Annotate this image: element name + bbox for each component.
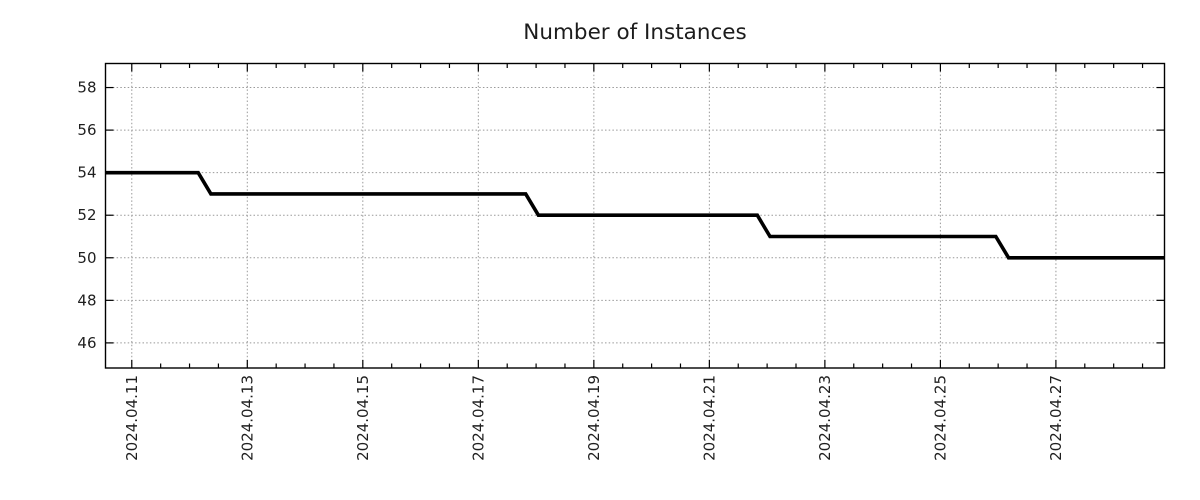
x-tick-label: 2024.04.15	[354, 375, 372, 461]
x-tick-label: 2024.04.19	[585, 375, 603, 461]
x-tick-label: 2024.04.11	[123, 375, 141, 461]
x-tick-label: 2024.04.21	[700, 375, 718, 461]
plot-border-layer	[104, 62, 1166, 369]
y-tick-label: 58	[77, 79, 96, 97]
series-layer	[105, 170, 1165, 260]
chart-title: Number of Instances	[523, 20, 746, 45]
y-tick-label: 56	[77, 121, 96, 139]
y-tick-label: 48	[77, 291, 96, 309]
x-tick-label: 2024.04.17	[469, 375, 487, 461]
x-tick-label: 2024.04.27	[1047, 375, 1065, 461]
y-tick-label: 54	[77, 164, 96, 182]
y-tick-label: 46	[77, 334, 96, 352]
x-tick-label: 2024.04.13	[238, 375, 256, 461]
x-tick-label: 2024.04.25	[931, 375, 949, 461]
y-tick-label: 52	[77, 206, 96, 224]
axis-label-layer: 46 48 50 52 54 56 58 2024.04.11 2024.04.13 2024.0…	[77, 79, 1064, 461]
x-tick-label: 2024.04.23	[816, 375, 834, 461]
y-tick-label: 50	[77, 249, 96, 267]
series-line-instances	[105, 170, 1165, 260]
plot-border	[104, 62, 1166, 369]
